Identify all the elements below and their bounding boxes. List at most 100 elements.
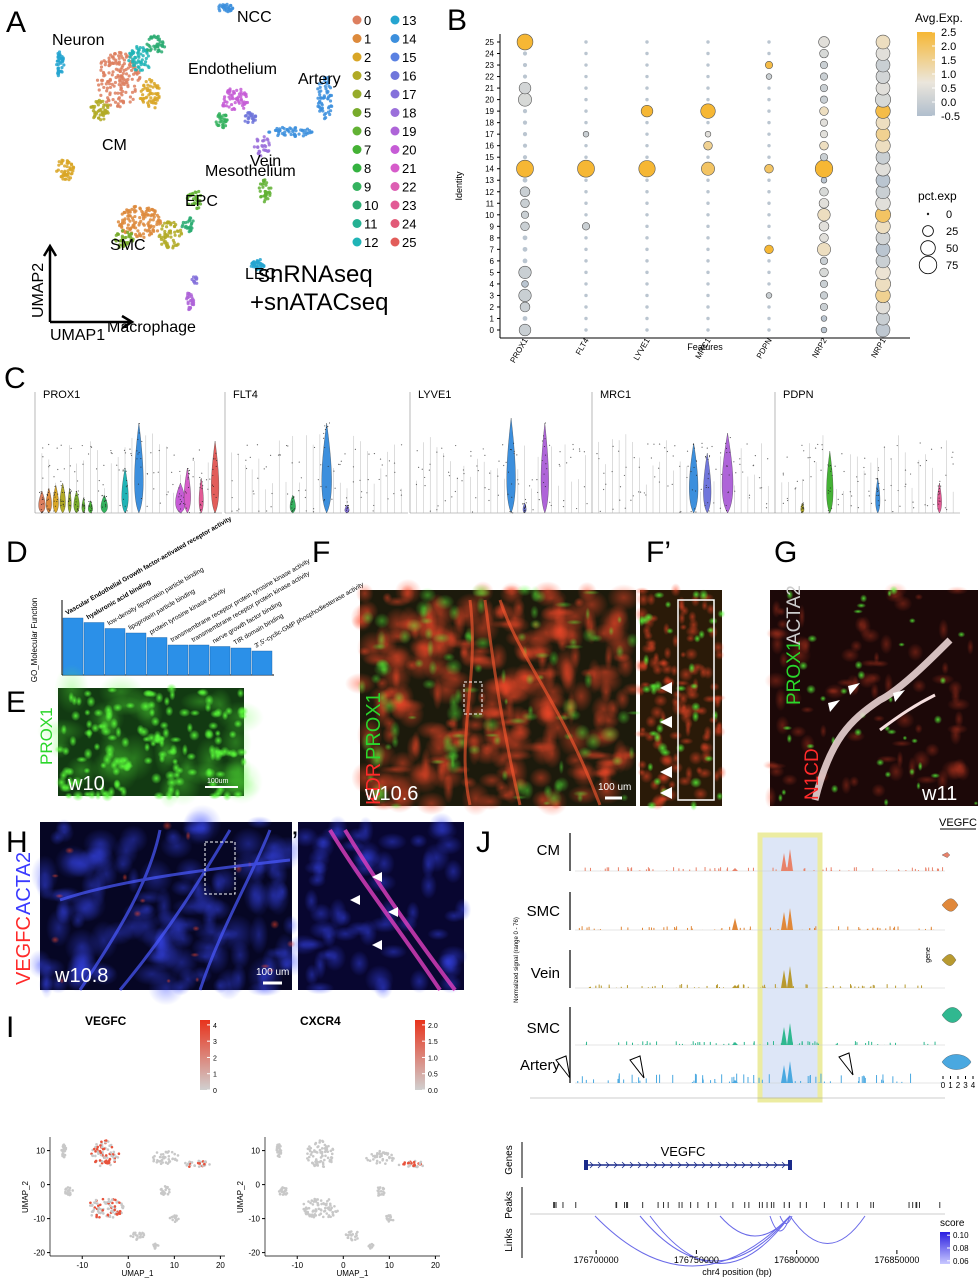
umap-point	[90, 1210, 94, 1214]
legend-label: 25	[946, 226, 958, 238]
jitter-point	[726, 465, 728, 467]
jitter-point	[91, 509, 93, 511]
jitter-point	[140, 466, 142, 468]
jitter-point	[705, 457, 707, 459]
umap-point	[104, 60, 108, 64]
umap-point	[293, 134, 298, 138]
umap-point	[281, 1193, 285, 1196]
signal	[534, 651, 550, 659]
jitter-point	[126, 485, 128, 487]
umap-point	[117, 243, 122, 247]
signal	[212, 977, 228, 994]
size-key	[920, 240, 936, 256]
umap-point	[154, 85, 158, 89]
violin	[941, 898, 959, 912]
umap-point	[129, 1234, 133, 1238]
jitter-point	[291, 503, 293, 505]
dot	[767, 316, 771, 321]
jitter-point	[455, 444, 457, 447]
jitter-point	[126, 510, 128, 512]
jitter-point	[110, 449, 112, 452]
dot	[767, 282, 771, 286]
jitter-point	[39, 491, 41, 493]
stain-label: PROX1	[37, 707, 56, 765]
umap-point	[113, 91, 117, 95]
jitter-point	[294, 508, 296, 510]
umap-point	[96, 1202, 99, 1205]
signal	[139, 898, 146, 904]
signal	[917, 761, 923, 772]
gene-title: LYVE1	[418, 389, 451, 401]
jitter-point	[938, 503, 940, 505]
jitter-point	[366, 492, 368, 494]
umap-point	[323, 76, 327, 80]
signal	[55, 819, 73, 835]
umap-point	[197, 1162, 201, 1165]
jitter-point	[40, 493, 42, 495]
dot	[765, 292, 773, 299]
jitter-point	[62, 486, 64, 488]
jitter-point	[868, 490, 870, 492]
umap-point	[224, 9, 229, 13]
jitter-point	[192, 476, 194, 478]
jitter-point	[739, 458, 741, 460]
umap-point	[122, 68, 126, 73]
signal	[430, 759, 446, 765]
signal	[249, 914, 269, 955]
cluster-label: LEC	[245, 266, 276, 283]
signal	[548, 650, 560, 667]
umap-point	[71, 1189, 74, 1192]
umap-point	[144, 56, 148, 61]
umap-point	[285, 128, 289, 132]
signal	[553, 778, 564, 795]
jitter-point	[181, 501, 183, 503]
umap-point	[100, 78, 105, 82]
jitter-point	[497, 475, 499, 477]
jitter-point	[802, 504, 804, 506]
signal	[521, 712, 539, 722]
jitter-point	[877, 467, 880, 469]
track-label: CM	[537, 842, 560, 859]
jitter-point	[153, 488, 155, 490]
signal	[377, 832, 407, 851]
umap-point	[152, 215, 156, 219]
jitter-point	[643, 492, 645, 494]
umap-point	[188, 192, 192, 196]
umap-point	[256, 138, 260, 142]
plot-title: VEGFC	[85, 1014, 127, 1028]
jitter-point	[387, 498, 389, 500]
jitter-point	[187, 468, 189, 470]
jitter-point	[550, 504, 552, 507]
signal	[712, 726, 726, 738]
umap-point	[96, 103, 100, 107]
jitter-point	[813, 461, 816, 463]
umap-point	[377, 1191, 380, 1195]
gene-title: PDPN	[783, 389, 814, 401]
signal	[508, 724, 533, 741]
y-tick-label: 25	[485, 38, 494, 47]
stain-label: PROX1	[363, 692, 385, 760]
figure-content: ABCDEFF’GHH’IJNeuronNCCCMEndotheliumArte…	[4, 2, 978, 1278]
umap-point	[146, 54, 150, 58]
jitter-point	[200, 508, 202, 510]
legend-label: 11	[364, 217, 378, 232]
jitter-point	[559, 451, 561, 453]
signal	[59, 782, 69, 793]
jitter-point	[200, 479, 202, 481]
signal	[376, 690, 389, 706]
signal	[178, 708, 191, 718]
signal	[373, 613, 390, 629]
dot	[767, 270, 771, 275]
umap-point	[155, 93, 159, 97]
vessel	[463, 599, 602, 806]
jitter-point	[691, 489, 693, 491]
umap-point	[125, 241, 129, 245]
umap-point	[262, 138, 266, 142]
legend-swatch	[390, 15, 400, 25]
jitter-point	[231, 496, 233, 499]
jitter-point	[725, 505, 727, 507]
jitter-point	[48, 511, 50, 513]
jitter-point	[373, 452, 376, 455]
legend-swatch	[390, 108, 400, 117]
link-arc	[769, 1215, 791, 1232]
